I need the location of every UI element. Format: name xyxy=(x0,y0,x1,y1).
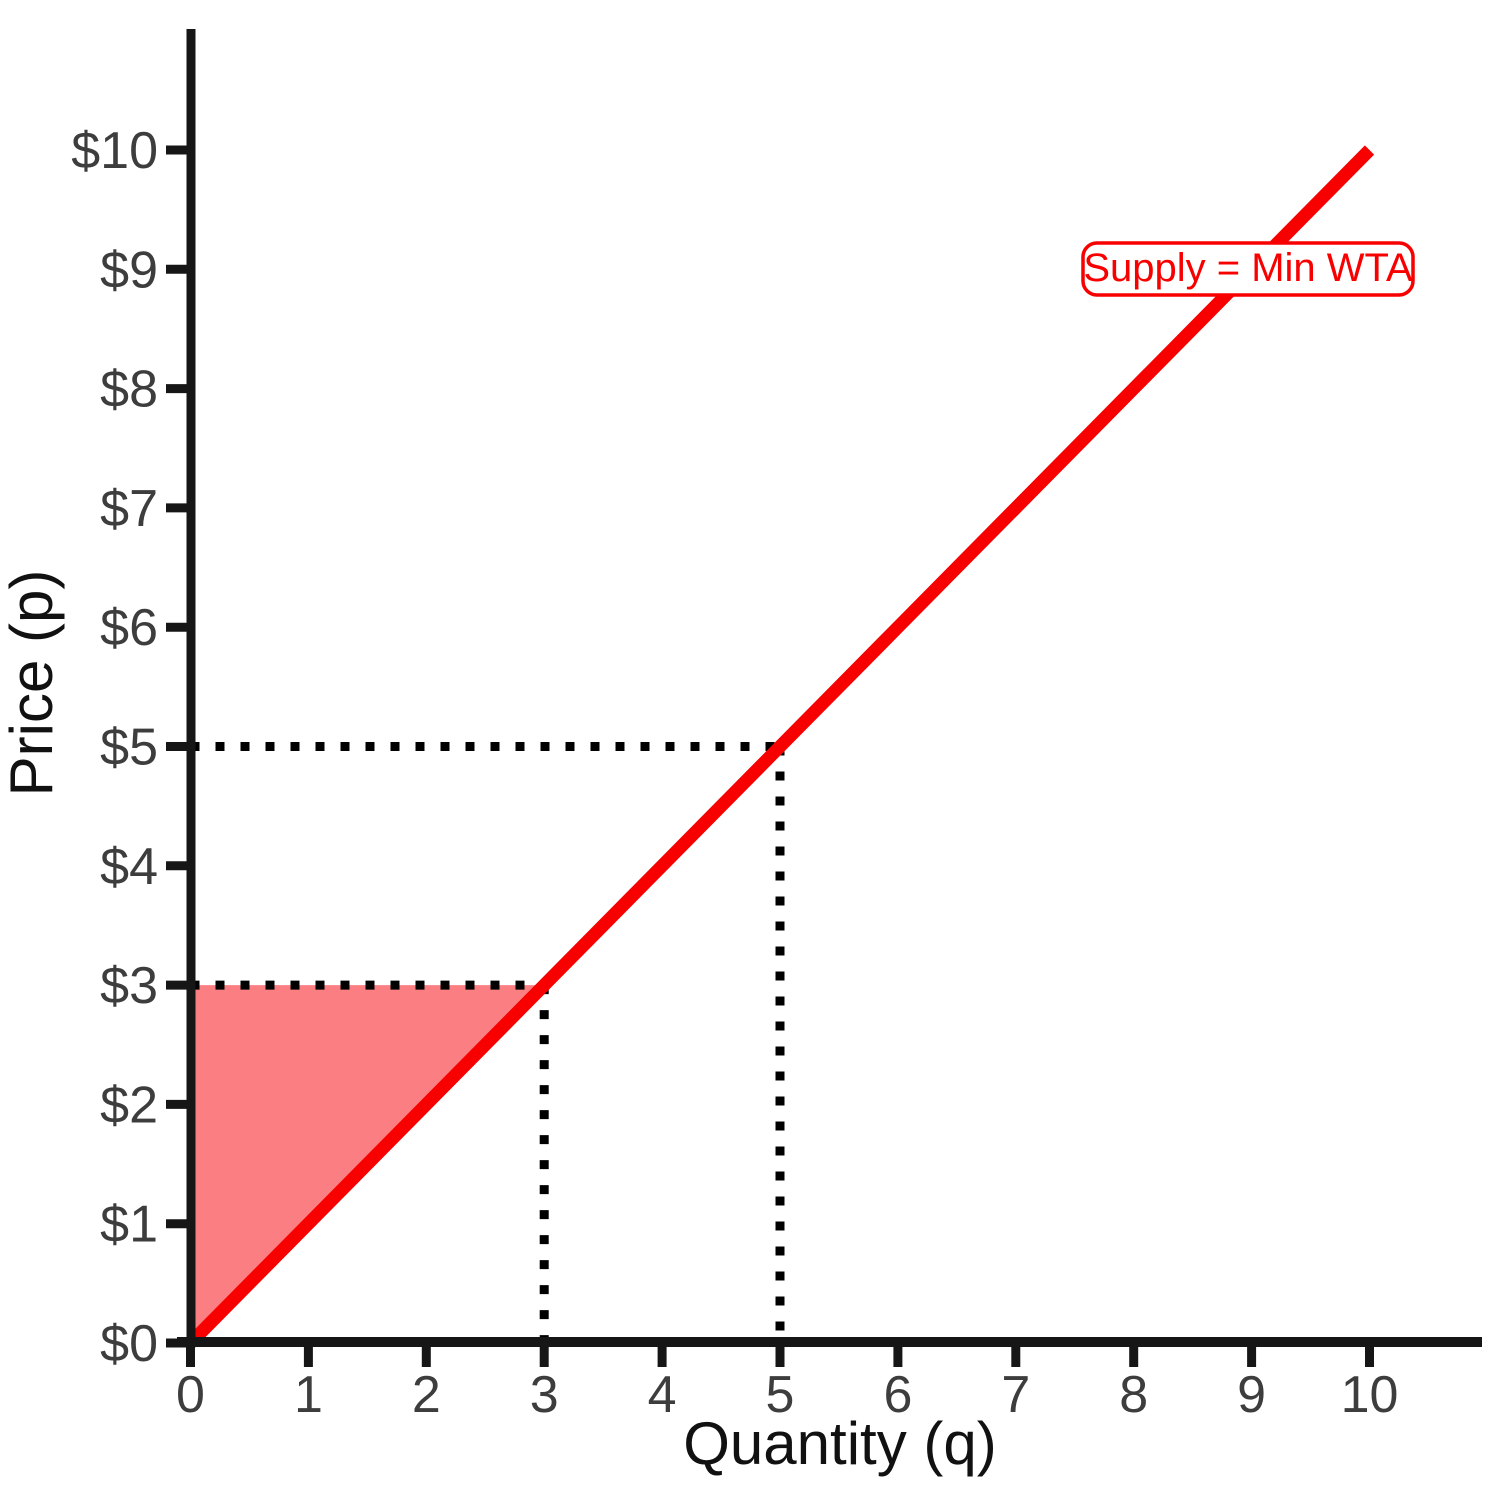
x-tick-label: 10 xyxy=(1341,1366,1399,1424)
supply-label-box xyxy=(1081,241,1415,297)
y-tick-label: $8 xyxy=(100,361,158,419)
supply-annotation: Supply = Min WTA xyxy=(1081,241,1415,297)
x-tick-label: 7 xyxy=(1001,1366,1030,1424)
supply-curve-line xyxy=(185,145,1375,1348)
x-tick-label: 5 xyxy=(766,1366,795,1424)
x-axis-title: Quantity (q) xyxy=(683,1410,996,1477)
y-tick-label: $7 xyxy=(100,480,158,538)
y-tick-label: $4 xyxy=(100,838,158,896)
x-tick-label: 8 xyxy=(1119,1366,1148,1424)
y-tick-label: $5 xyxy=(100,719,158,777)
x-tick-label: 9 xyxy=(1237,1366,1266,1424)
x-tick-label: 3 xyxy=(530,1366,559,1424)
plot-layer: 0 1 2 3 4 5 6 7 8 9 10 $0 $1 $2 $3 $4 $5 $6 $7 $8 $9 $10 xyxy=(71,29,1482,1424)
y-tick-label: $10 xyxy=(71,122,158,180)
y-tick-label: $9 xyxy=(100,241,158,299)
x-tick-label: 6 xyxy=(883,1366,912,1424)
supply-label-text: Supply = Min WTA xyxy=(1083,246,1413,290)
x-tick-label: 1 xyxy=(294,1366,323,1424)
x-tick-label: 0 xyxy=(176,1366,205,1424)
y-tick-label: $2 xyxy=(100,1076,158,1134)
y-tick-label: $3 xyxy=(100,957,158,1015)
y-tick-label: $6 xyxy=(100,599,158,657)
x-tick-label: 2 xyxy=(412,1366,441,1424)
x-tick-label: 4 xyxy=(648,1366,677,1424)
y-tick-label: $0 xyxy=(100,1315,158,1373)
y-tick-label: $1 xyxy=(100,1196,158,1254)
y-axis-title: Price (p) xyxy=(0,570,65,797)
